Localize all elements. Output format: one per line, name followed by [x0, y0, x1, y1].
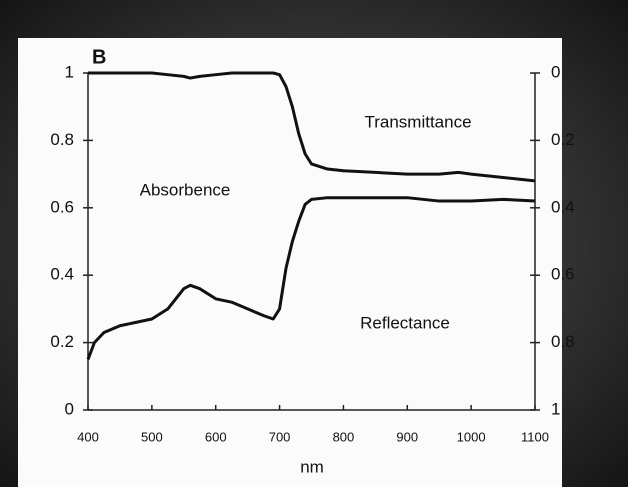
y-tick-label: 0.2 — [50, 332, 74, 351]
annotation: Transmittance — [364, 112, 471, 131]
x-tick-label: 400 — [77, 429, 99, 444]
y2-tick-label: 0.8 — [551, 332, 575, 351]
y-tick-label: 0.8 — [50, 130, 74, 149]
y-tick-label: 1 — [65, 62, 74, 81]
annotation: Reflectance — [360, 313, 450, 332]
x-tick-label: 900 — [396, 429, 418, 444]
y2-tick-label: 0.6 — [551, 265, 575, 284]
plot-panel — [18, 38, 562, 487]
y-tick-label: 0 — [65, 399, 74, 418]
y2-tick-label: 0 — [551, 62, 560, 81]
x-tick-label: 500 — [141, 429, 163, 444]
y-tick-label: 0.4 — [50, 265, 74, 284]
data-line — [88, 71, 536, 183]
x-tick-label: 700 — [269, 429, 291, 444]
annotation: Absorbence — [140, 180, 231, 199]
x-tick-label: 800 — [333, 429, 355, 444]
x-tick-label: 1000 — [457, 429, 486, 444]
x-tick-label: 1100 — [521, 429, 549, 444]
y-tick-label: 0.6 — [50, 197, 74, 216]
data-line — [86, 196, 536, 360]
x-tick-label: 600 — [205, 429, 227, 444]
y2-tick-label: 0.2 — [551, 130, 575, 149]
y2-tick-label: 0.4 — [551, 197, 575, 216]
x-axis-label: nm — [300, 457, 324, 476]
y2-tick-label: 1 — [551, 399, 560, 418]
panel-label: B — [92, 46, 106, 68]
